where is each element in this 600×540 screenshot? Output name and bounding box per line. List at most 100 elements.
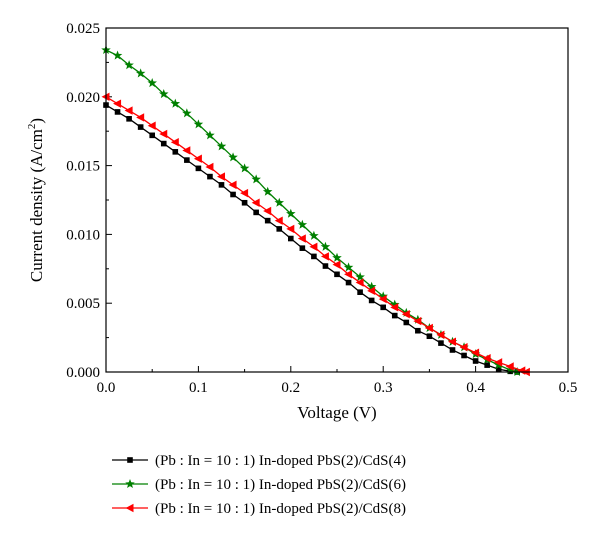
y-tick-label: 0.025	[66, 21, 100, 37]
data-point	[355, 278, 364, 287]
data-point	[147, 78, 157, 88]
legend-label: (Pb : In = 10 : 1) In-doped PbS(2)/CdS(4…	[155, 453, 406, 469]
data-point	[207, 173, 213, 180]
data-point	[182, 146, 191, 155]
legend-marker	[125, 503, 134, 513]
data-point	[355, 272, 365, 282]
data-point	[366, 281, 377, 291]
data-point	[436, 330, 445, 340]
data-point	[309, 230, 319, 240]
data-point	[137, 124, 144, 130]
data-point	[274, 197, 285, 207]
data-point	[193, 119, 204, 129]
series-3	[101, 92, 530, 377]
data-point	[472, 358, 479, 364]
data-point	[345, 279, 352, 286]
data-point	[135, 68, 146, 78]
data-point	[368, 297, 375, 304]
x-tick-label: 0.5	[559, 380, 578, 396]
legend-label: (Pb : In = 10 : 1) In-doped PbS(2)/CdS(8…	[155, 501, 406, 517]
data-point	[253, 209, 259, 216]
data-point	[367, 286, 376, 296]
data-point	[378, 291, 388, 301]
data-point	[251, 198, 260, 207]
y-axis-title-tail: )	[27, 118, 46, 124]
data-point	[357, 289, 363, 295]
data-point	[216, 141, 227, 151]
data-point	[309, 242, 318, 251]
data-point	[170, 138, 179, 147]
data-point	[449, 347, 456, 353]
x-tick-label: 0.2	[281, 380, 300, 396]
y-tick-label: 0.000	[66, 365, 100, 381]
data-point	[136, 113, 145, 122]
y-tick-label: 0.005	[66, 296, 100, 312]
data-point	[263, 206, 272, 216]
data-point	[288, 235, 294, 242]
series-2	[101, 45, 522, 377]
data-point	[332, 252, 342, 262]
x-tick-label: 0.0	[97, 380, 116, 396]
data-point	[239, 163, 250, 173]
legend-marker	[125, 479, 135, 489]
data-point	[390, 303, 399, 312]
data-point	[112, 50, 123, 60]
data-point	[424, 323, 433, 333]
data-point	[195, 165, 202, 172]
data-point	[403, 319, 410, 326]
data-point	[461, 352, 467, 359]
y-tick-label: 0.015	[66, 159, 100, 175]
data-point	[205, 130, 215, 140]
data-point	[160, 140, 167, 147]
data-point	[113, 99, 122, 108]
data-point	[320, 252, 329, 261]
data-point	[380, 304, 386, 311]
data-point	[262, 186, 273, 196]
data-point	[332, 260, 341, 269]
legend-item-2: (Pb : In = 10 : 1) In-doped PbS(2)/CdS(6…	[112, 477, 406, 493]
legend: (Pb : In = 10 : 1) In-doped PbS(2)/CdS(4…	[112, 453, 406, 517]
x-axis-title: Voltage (V)	[297, 403, 376, 422]
legend-item-3: (Pb : In = 10 : 1) In-doped PbS(2)/CdS(8…	[112, 501, 406, 517]
data-point	[320, 241, 331, 251]
y-axis-title-main: Current density (A/cm	[27, 129, 46, 282]
legend-item-1: (Pb : In = 10 : 1) In-doped PbS(2)/CdS(4…	[112, 453, 406, 469]
data-point	[170, 98, 181, 108]
data-point	[286, 208, 296, 218]
chart-series	[101, 45, 530, 377]
data-point	[494, 358, 503, 367]
data-point	[218, 182, 225, 188]
data-point	[217, 172, 225, 181]
data-point	[274, 216, 283, 225]
data-point	[241, 199, 248, 206]
data-point	[126, 116, 132, 122]
data-point	[459, 343, 468, 352]
data-point	[184, 157, 190, 163]
series-line	[105, 49, 518, 373]
data-point	[401, 310, 410, 319]
data-point	[448, 337, 456, 346]
data-point	[251, 174, 261, 184]
y-tick-label: 0.010	[66, 227, 100, 243]
data-point	[322, 263, 329, 269]
data-point	[391, 312, 398, 319]
data-point	[228, 180, 237, 190]
data-point	[182, 108, 192, 118]
legend-label: (Pb : In = 10 : 1) In-doped PbS(2)/CdS(6…	[155, 477, 406, 493]
tick-labels: 0.0 0.1 0.2 0.3 0.4 0.5 0.000 0.005 0.010 0.015 0.…	[66, 21, 577, 396]
data-point	[228, 152, 238, 162]
data-point	[124, 60, 134, 70]
x-tick-label: 0.3	[374, 380, 393, 396]
data-point	[193, 154, 202, 163]
axis-ticks	[105, 27, 569, 373]
x-tick-label: 0.4	[466, 380, 485, 396]
data-point	[438, 340, 444, 346]
data-point	[297, 234, 306, 243]
data-point	[158, 89, 169, 99]
data-point	[495, 366, 502, 373]
data-point	[471, 348, 480, 357]
y-axis-title: Current density (A/cm2)	[26, 118, 46, 282]
data-point	[413, 316, 422, 326]
data-point	[172, 149, 179, 155]
